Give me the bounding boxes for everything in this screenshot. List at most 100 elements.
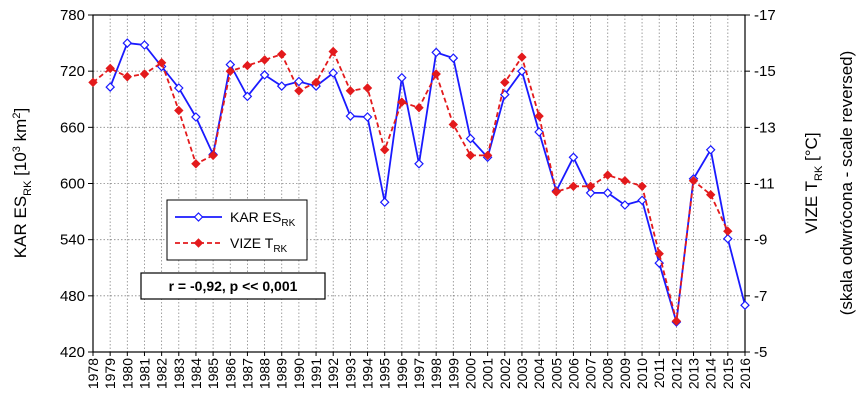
left-tick-label: 780 (60, 7, 85, 24)
series-layer (88, 38, 750, 327)
left-tick-label: 420 (60, 344, 85, 361)
data-point-kar (294, 76, 304, 87)
data-point-vize (500, 77, 510, 88)
legend-label-vize: VIZE TRK (230, 235, 288, 255)
data-point-kar (722, 233, 733, 244)
x-tick-label: 2006 (565, 358, 581, 389)
data-point-vize (88, 77, 98, 88)
x-tick-label: 1982 (154, 358, 170, 389)
data-point-vize (465, 150, 476, 161)
data-point-vize (448, 119, 459, 130)
x-tick-label: 2008 (600, 358, 616, 389)
data-point-kar (362, 112, 373, 122)
right-axis-ticks: -17 -15 -13 -11 -9 -7 -5 (745, 7, 776, 361)
data-point-kar (276, 81, 287, 91)
data-point-vize (225, 66, 236, 76)
left-tick-label: 600 (60, 176, 85, 193)
data-point-vize (534, 111, 544, 121)
right-axis-title: VIZE TRK [°C] (802, 132, 825, 233)
x-tick-label: 2007 (583, 358, 599, 389)
left-tick-label: 720 (60, 63, 85, 80)
left-axis-ticks: 420 480 540 600 660 720 780 (60, 7, 93, 361)
data-point-vize (654, 248, 664, 259)
data-point-vize (585, 181, 596, 192)
data-point-kar (191, 112, 201, 122)
left-tick-label: 660 (60, 119, 85, 136)
x-tick-label: 2001 (480, 358, 496, 389)
left-tick-label: 480 (60, 288, 85, 305)
annotation-text: r = -0,92, p << 0,001 (169, 278, 298, 294)
data-point-vize (156, 57, 167, 68)
x-tick-label: 1984 (188, 358, 204, 389)
data-point-kar (431, 47, 442, 58)
legend: KAR ESRK VIZE TRK (166, 199, 308, 261)
data-point-vize (517, 52, 527, 62)
data-point-kar (602, 188, 613, 198)
data-point-vize (397, 97, 407, 107)
x-tick-label: 1992 (325, 358, 341, 389)
x-tick-label: 2009 (617, 358, 633, 389)
data-point-kar (414, 158, 424, 169)
legend-marker-vize (193, 238, 204, 248)
right-tick-label: -15 (754, 63, 776, 80)
data-point-vize (139, 69, 150, 79)
data-point-vize (671, 316, 682, 326)
x-tick-label: 1986 (222, 358, 238, 389)
x-tick-label: 1991 (308, 358, 324, 389)
x-tick-label: 1990 (291, 358, 307, 389)
data-point-kar (568, 152, 579, 163)
data-point-kar (585, 188, 596, 198)
data-point-vize (294, 86, 304, 96)
right-axis-note: (skala odwrócona - scale reversed) (837, 51, 856, 316)
data-point-vize (602, 170, 613, 180)
x-tick-label: 2003 (514, 358, 530, 389)
data-point-kar (139, 40, 150, 50)
data-point-vize (328, 46, 338, 57)
x-tick-label: 1980 (119, 358, 135, 389)
x-axis-ticks: 1978 1979 1980 1981 1982 1983 1984 1985 1986 1987… (85, 352, 753, 389)
data-point-vize (688, 175, 699, 186)
data-point-vize (242, 60, 253, 71)
x-tick-label: 1993 (342, 358, 358, 389)
data-point-vize (208, 150, 218, 161)
data-point-kar (465, 133, 476, 144)
x-tick-label: 1987 (239, 358, 255, 389)
data-point-vize (174, 105, 184, 116)
data-point-vize (311, 77, 321, 88)
x-tick-label: 1996 (394, 358, 410, 389)
x-tick-label: 1979 (102, 358, 118, 389)
right-tick-label: -11 (754, 176, 775, 193)
data-point-kar (534, 127, 544, 137)
x-tick-label: 2010 (634, 358, 650, 389)
data-point-vize (345, 86, 356, 96)
data-point-kar (448, 53, 459, 63)
data-point-vize (620, 175, 630, 186)
right-tick-label: -13 (754, 119, 776, 136)
left-tick-label: 540 (60, 232, 85, 249)
data-point-vize (551, 187, 562, 197)
x-tick-label: 2002 (497, 358, 513, 389)
x-tick-label: 1995 (377, 358, 393, 389)
right-tick-label: -9 (754, 232, 767, 249)
data-point-kar (637, 195, 647, 206)
x-tick-label: 1978 (85, 358, 101, 389)
data-point-kar (620, 200, 630, 210)
x-tick-label: 1994 (360, 358, 376, 389)
data-point-vize (723, 226, 733, 236)
data-point-kar (705, 144, 716, 155)
right-tick-label: -7 (754, 288, 767, 305)
data-point-kar (379, 197, 390, 208)
data-point-vize (482, 150, 493, 161)
data-point-vize (431, 69, 441, 79)
data-point-vize (705, 189, 716, 200)
grid-lines (92, 14, 746, 353)
x-tick-label: 1989 (274, 358, 290, 389)
x-tick-label: 1981 (136, 358, 152, 389)
data-point-kar (242, 91, 253, 102)
x-tick-label: 1988 (257, 358, 273, 389)
annotation-box (140, 272, 326, 300)
data-point-kar (259, 70, 270, 80)
data-point-vize (276, 49, 287, 60)
x-tick-label: 2013 (686, 358, 702, 389)
x-tick-label: 1997 (411, 358, 427, 389)
